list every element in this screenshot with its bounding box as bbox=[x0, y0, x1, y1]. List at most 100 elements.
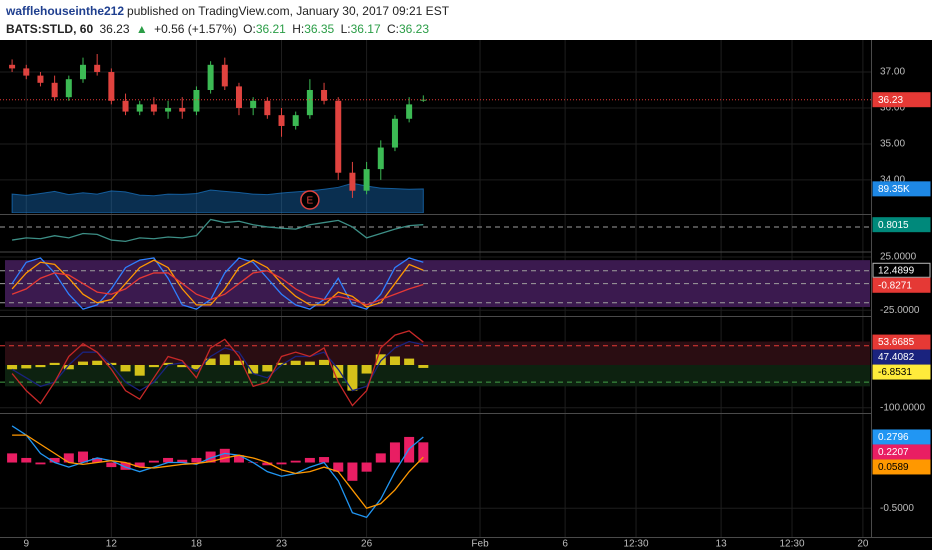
indicator-line bbox=[11, 340, 424, 392]
candle-body bbox=[235, 86, 242, 108]
value-label-box bbox=[872, 364, 931, 380]
histogram-bar bbox=[134, 462, 145, 468]
value-label: 53.6685 bbox=[878, 337, 915, 348]
band bbox=[5, 365, 870, 387]
candle-body bbox=[335, 100, 342, 173]
histogram-bar bbox=[205, 358, 216, 365]
price-pane: E bbox=[0, 54, 871, 213]
ohlc-key: H: bbox=[292, 22, 305, 36]
histogram-bar bbox=[290, 360, 301, 365]
y-tick-label: -0.5000 bbox=[880, 503, 914, 514]
header-line-1: wafflehouseinthe212 published on TradingV… bbox=[6, 4, 452, 18]
candle-body bbox=[79, 64, 86, 80]
byline: published on TradingView.com, January 30… bbox=[127, 4, 450, 18]
candle-body bbox=[207, 64, 214, 90]
histogram-bar bbox=[219, 448, 230, 463]
x-tick-label: 23 bbox=[276, 539, 288, 550]
value-label: -6.8531 bbox=[878, 367, 912, 378]
author[interactable]: wafflehouseinthe212 bbox=[6, 4, 125, 18]
candle-body bbox=[349, 172, 356, 191]
histogram-bar bbox=[7, 365, 18, 370]
indicator-line bbox=[11, 257, 424, 310]
value-label-box bbox=[872, 181, 931, 197]
candle-body bbox=[122, 100, 129, 112]
y-tick-label: -100.0000 bbox=[880, 402, 925, 413]
histogram-bar bbox=[35, 365, 46, 368]
indicator-pane bbox=[0, 425, 871, 519]
histogram-bar bbox=[49, 362, 60, 365]
histogram-bar bbox=[21, 365, 32, 369]
histogram-bar bbox=[304, 457, 315, 463]
candle-body bbox=[108, 72, 115, 101]
value-label-box bbox=[872, 444, 931, 460]
y-tick-label: 36.00 bbox=[880, 103, 905, 114]
histogram-bar bbox=[347, 462, 358, 481]
histogram-bar bbox=[219, 354, 230, 365]
x-tick-label: 20 bbox=[857, 539, 869, 550]
histogram-bar bbox=[304, 361, 315, 365]
histogram-bar bbox=[333, 462, 344, 472]
histogram-bar bbox=[35, 462, 46, 465]
candle-body bbox=[306, 89, 313, 116]
histogram-bar bbox=[191, 457, 202, 463]
histogram-bar bbox=[233, 360, 244, 365]
indicator-pane bbox=[0, 256, 871, 311]
volume-area bbox=[11, 182, 424, 213]
y-tick-label: -25.0000 bbox=[880, 305, 920, 316]
candle-body bbox=[391, 118, 398, 148]
candle-body bbox=[321, 89, 328, 101]
histogram-bar bbox=[92, 457, 103, 463]
histogram-bar bbox=[319, 359, 330, 365]
histogram-bar bbox=[120, 462, 131, 470]
candle-body bbox=[23, 68, 30, 76]
value-label-box bbox=[872, 459, 931, 475]
histogram-bar bbox=[319, 457, 330, 463]
band bbox=[5, 260, 870, 308]
price: 36.23 bbox=[99, 22, 130, 36]
value-label-box bbox=[872, 334, 931, 350]
indicator-pane bbox=[0, 218, 871, 243]
ohlc-key: C: bbox=[386, 22, 399, 36]
y-tick-label: 34.00 bbox=[880, 175, 905, 186]
value-label: 12.4899 bbox=[878, 265, 915, 276]
x-tick-label: 12 bbox=[106, 539, 118, 550]
x-tick-label: 12:30 bbox=[779, 539, 804, 550]
value-label: 89.35K bbox=[878, 184, 910, 195]
x-tick-label: Feb bbox=[471, 539, 489, 550]
candle-body bbox=[37, 75, 44, 83]
candle-body bbox=[377, 147, 384, 170]
x-tick-label: 26 bbox=[361, 539, 373, 550]
x-tick-label: 6 bbox=[562, 539, 568, 550]
value-label: 0.0589 bbox=[878, 462, 909, 473]
value-label-box bbox=[872, 277, 931, 293]
histogram-bar bbox=[276, 462, 287, 465]
histogram-bar bbox=[148, 365, 159, 368]
arrow: ▲ bbox=[135, 22, 148, 36]
histogram-bar bbox=[148, 460, 159, 463]
x-tick-label: 12:30 bbox=[624, 539, 649, 550]
indicator-line bbox=[12, 434, 424, 509]
value-label-box bbox=[872, 262, 931, 278]
ohlc-key: O: bbox=[243, 22, 256, 36]
histogram-bar bbox=[21, 457, 32, 463]
histogram-bar bbox=[92, 360, 103, 365]
histogram-bar bbox=[77, 451, 88, 463]
header-line-2: BATS:STLD, 60 36.23 ▲ +0.56 (+1.57%) O:3… bbox=[6, 22, 432, 36]
value-label-box bbox=[872, 92, 931, 108]
value-label: 0.8015 bbox=[878, 220, 909, 231]
histogram-bar bbox=[205, 451, 216, 463]
candle-body bbox=[278, 115, 285, 126]
ohlc-value: 36.21 bbox=[255, 22, 286, 36]
value-label-box bbox=[872, 349, 931, 365]
histogram-bar bbox=[347, 365, 358, 391]
histogram-bar bbox=[389, 356, 400, 365]
value-label: 0.2207 bbox=[878, 447, 909, 458]
indicator-line bbox=[11, 270, 424, 306]
candle-body bbox=[292, 115, 299, 126]
ohlc-value: 36.35 bbox=[304, 22, 335, 36]
histogram-bar bbox=[404, 358, 415, 365]
histogram-bar bbox=[106, 362, 117, 365]
histogram-bar bbox=[375, 354, 386, 365]
candle-body bbox=[406, 104, 413, 119]
